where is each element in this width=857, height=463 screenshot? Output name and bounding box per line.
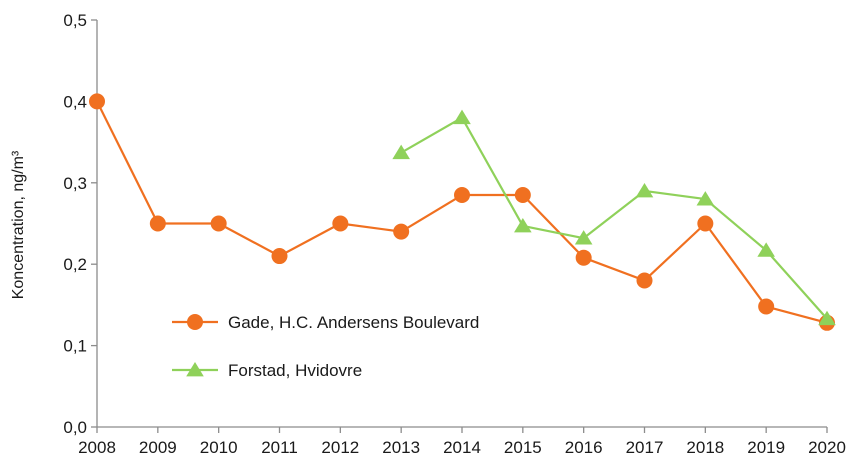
series-layer: [89, 93, 836, 331]
legend: Gade, H.C. Andersens Boulevard Forstad, H…: [172, 313, 479, 380]
data-point-triangle: [514, 217, 532, 233]
legend-label: Gade, H.C. Andersens Boulevard: [228, 313, 479, 332]
data-point-circle: [575, 249, 592, 266]
series-line: [96, 100, 828, 324]
data-point-circle: [149, 215, 166, 232]
data-point-circle: [697, 215, 714, 232]
legend-triangle-marker: [186, 362, 204, 377]
y-tick-label: 0,2: [63, 255, 87, 274]
series-line: [400, 116, 828, 320]
data-point-circle: [271, 248, 288, 265]
x-tick-label: 2010: [200, 438, 238, 457]
data-point-triangle: [392, 144, 410, 160]
data-point-circle: [636, 272, 653, 289]
x-tick-label: 2017: [626, 438, 664, 457]
legend-item: Gade, H.C. Andersens Boulevard: [172, 313, 479, 332]
legend-circle-marker: [187, 314, 203, 330]
data-point-triangle: [757, 242, 775, 257]
y-tick-label: 0,3: [63, 174, 87, 193]
x-tick-label: 2013: [382, 438, 420, 457]
data-point-circle: [332, 215, 349, 232]
x-tick-label: 2011: [261, 438, 298, 457]
x-tick-label: 2018: [686, 438, 724, 457]
series-triangle-group: [392, 109, 836, 326]
data-point-circle: [514, 187, 531, 204]
data-point-circle: [758, 298, 775, 315]
data-point-triangle: [696, 191, 715, 206]
data-point-triangle: [818, 310, 836, 326]
x-tick-label: 2019: [747, 438, 785, 457]
data-point-circle: [89, 93, 105, 110]
data-point-triangle: [574, 230, 593, 245]
x-tick-label: 2015: [504, 438, 542, 457]
y-tick-label: 0,1: [63, 337, 87, 356]
y-axis-title: Koncentration, ng/m³: [10, 150, 27, 299]
data-point-circle: [393, 223, 410, 240]
x-tick-label: 2016: [565, 438, 603, 457]
data-point-triangle: [635, 182, 654, 198]
y-tick-label: 0,0: [63, 418, 87, 437]
series-circle-group: [89, 93, 835, 331]
legend-label: Forstad, Hvidovre: [228, 361, 362, 380]
y-tick-label: 0,5: [63, 11, 87, 30]
y-axis-ticks: 0,0 0,1 0,2 0,3 0,4 0,5: [63, 11, 97, 437]
x-tick-label: 2009: [139, 438, 177, 457]
data-point-circle: [454, 187, 470, 204]
data-point-triangle: [453, 109, 471, 125]
x-tick-label: 2008: [78, 438, 116, 457]
x-tick-label: 2020: [808, 438, 846, 457]
y-tick-label: 0,4: [63, 92, 87, 111]
data-point-circle: [210, 215, 227, 232]
legend-item: Forstad, Hvidovre: [172, 361, 362, 380]
x-tick-label: 2012: [321, 438, 359, 457]
x-axis-ticks: 2008 2009 2010 2011 2012 2013 2014 2015 2016 2017…: [78, 427, 846, 457]
x-tick-label: 2014: [443, 438, 481, 457]
